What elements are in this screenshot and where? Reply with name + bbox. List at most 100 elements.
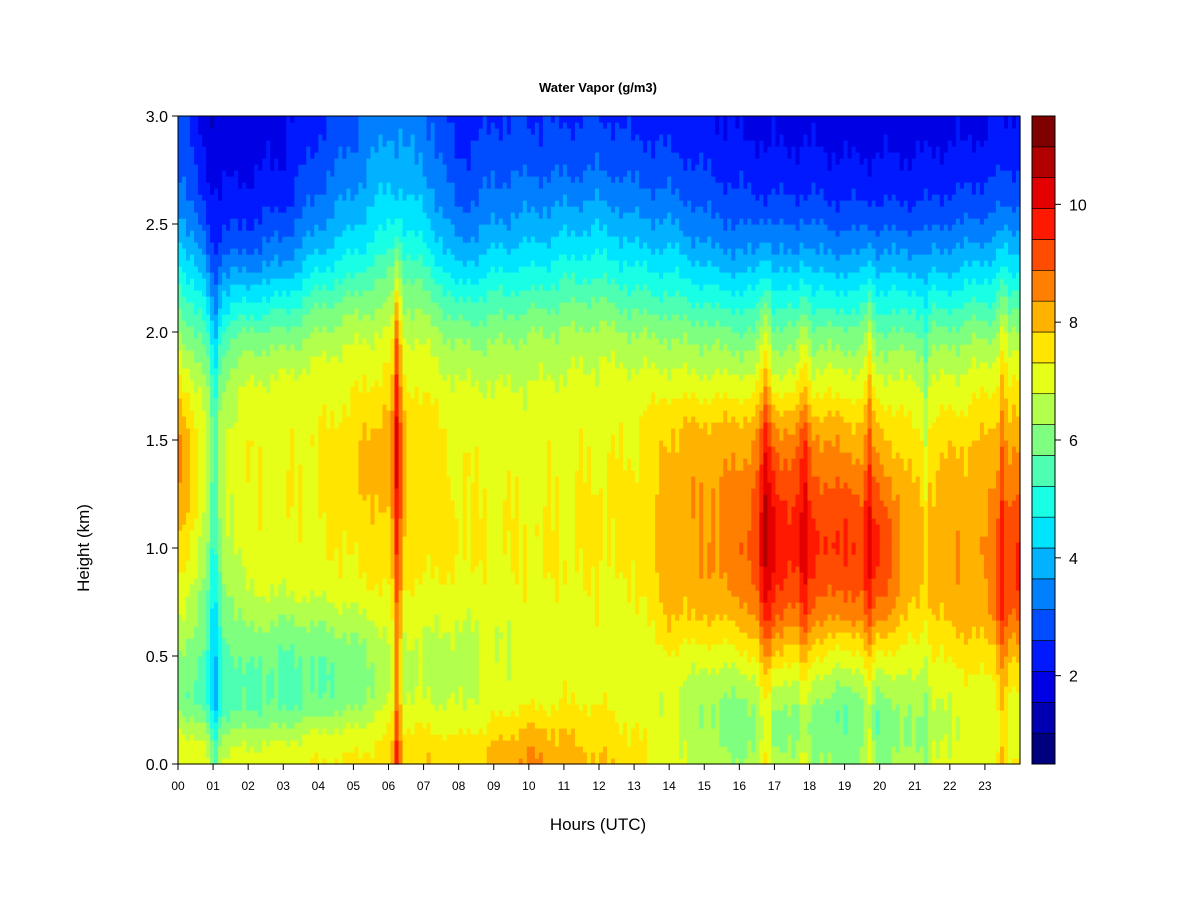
heatmap-cell <box>206 752 211 759</box>
heatmap-cell <box>254 686 259 693</box>
heatmap-cell <box>471 716 476 723</box>
heatmap-cell <box>755 632 760 639</box>
heatmap-cell <box>567 626 572 633</box>
heatmap-cell <box>836 716 841 723</box>
heatmap-cell <box>258 728 263 735</box>
heatmap-cell <box>411 674 416 681</box>
heatmap-cell <box>503 668 508 675</box>
heatmap-cell <box>262 722 267 729</box>
heatmap-cell <box>832 698 837 705</box>
heatmap-cell <box>250 656 255 663</box>
heatmap-cell <box>198 692 203 699</box>
heatmap-cell <box>896 650 901 657</box>
heatmap-cell <box>591 740 596 747</box>
heatmap-cell <box>443 704 448 711</box>
heatmap-cell <box>731 710 736 717</box>
heatmap-cell <box>916 626 921 633</box>
heatmap-cell <box>775 704 780 711</box>
heatmap-cell <box>543 704 548 711</box>
heatmap-cell <box>619 740 624 747</box>
heatmap-cell <box>459 740 464 747</box>
heatmap-cell <box>663 746 668 753</box>
heatmap-cell <box>507 632 512 639</box>
heatmap-cell <box>246 656 251 663</box>
heatmap-cell <box>507 698 512 705</box>
heatmap-cell <box>467 686 472 693</box>
heatmap-cell <box>928 632 933 639</box>
heatmap-cell <box>711 740 716 747</box>
heatmap-cell <box>639 746 644 753</box>
heatmap-cell <box>912 728 917 735</box>
heatmap-cell <box>767 632 772 639</box>
heatmap-cell <box>880 722 885 729</box>
heatmap-cell <box>262 674 267 681</box>
heatmap-cell <box>739 626 744 633</box>
heatmap-cell <box>675 698 680 705</box>
heatmap-cell <box>884 722 889 729</box>
heatmap-cell <box>912 650 917 657</box>
heatmap-cell <box>844 632 849 639</box>
heatmap-cell <box>491 728 496 735</box>
heatmap-cell <box>346 650 351 657</box>
heatmap-cell <box>387 668 392 675</box>
heatmap-cell <box>968 626 973 633</box>
heatmap-cell <box>587 746 592 753</box>
heatmap-cell <box>254 752 259 759</box>
heatmap-cell <box>715 746 720 753</box>
heatmap-cell <box>226 698 231 705</box>
heatmap-cell <box>703 674 708 681</box>
heatmap-cell <box>787 662 792 669</box>
heatmap-cell <box>743 668 748 675</box>
heatmap-cell <box>575 632 580 639</box>
heatmap-cell <box>876 686 881 693</box>
heatmap-cell <box>415 638 420 645</box>
heatmap-cell <box>551 632 556 639</box>
heatmap-cell <box>378 716 383 723</box>
heatmap-cell <box>483 716 488 723</box>
heatmap-cell <box>507 746 512 753</box>
heatmap-cell <box>591 746 596 753</box>
heatmap-cell <box>242 620 247 627</box>
heatmap-cell <box>611 620 616 627</box>
heatmap-cell <box>707 746 712 753</box>
heatmap-cell <box>471 734 476 741</box>
heatmap-cell <box>679 662 684 669</box>
heatmap-cell <box>318 704 323 711</box>
heatmap-cell <box>727 746 732 753</box>
heatmap-cell <box>463 680 468 687</box>
heatmap-cell <box>479 680 484 687</box>
heatmap-cell <box>635 734 640 741</box>
heatmap-cell <box>968 674 973 681</box>
heatmap-cell <box>1008 704 1013 711</box>
heatmap-cell <box>876 656 881 663</box>
heatmap-cell <box>499 704 504 711</box>
heatmap-cell <box>711 620 716 627</box>
heatmap-cell <box>603 704 608 711</box>
heatmap-cell <box>896 740 901 747</box>
heatmap-cell <box>880 698 885 705</box>
heatmap-cell <box>703 632 708 639</box>
heatmap-cell <box>491 632 496 639</box>
heatmap-cell <box>290 710 295 717</box>
heatmap-cell <box>876 752 881 759</box>
heatmap-cell <box>378 728 383 735</box>
heatmap-cell <box>691 698 696 705</box>
heatmap-cell <box>984 650 989 657</box>
heatmap-cell <box>178 746 183 753</box>
heatmap-cell <box>411 632 416 639</box>
heatmap-cell <box>751 626 756 633</box>
heatmap-cell <box>210 728 215 735</box>
heatmap-cell <box>783 632 788 639</box>
heatmap-cell <box>194 740 199 747</box>
heatmap-cell <box>639 716 644 723</box>
heatmap-cell <box>611 638 616 645</box>
heatmap-cell <box>779 632 784 639</box>
heatmap-cell <box>988 668 993 675</box>
heatmap-cell <box>591 704 596 711</box>
heatmap-cell <box>651 656 656 663</box>
heatmap-cell <box>960 710 965 717</box>
heatmap-cell <box>727 674 732 681</box>
heatmap-cell <box>976 710 981 717</box>
heatmap-cell <box>350 752 355 759</box>
heatmap-cell <box>579 686 584 693</box>
